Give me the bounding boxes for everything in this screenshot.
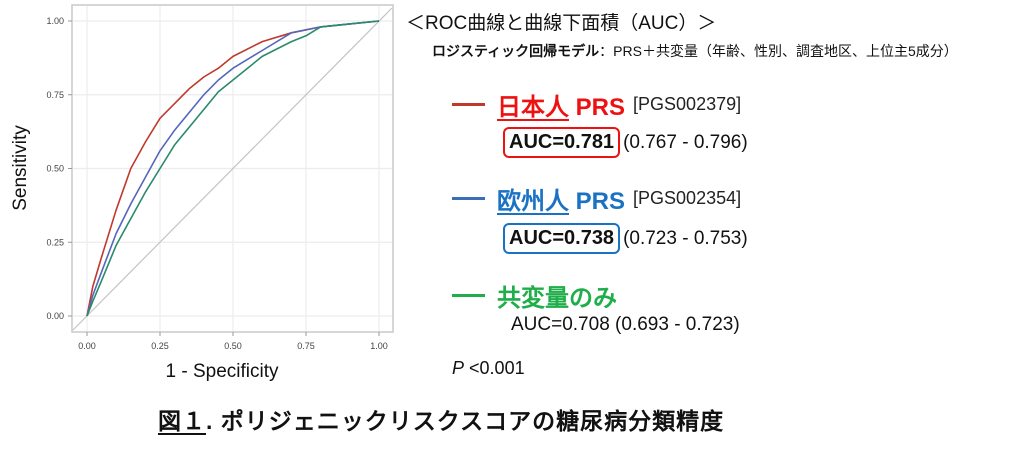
p-label: P (452, 358, 465, 378)
p-value: P <0.001 (452, 358, 525, 379)
legend-suffix: PRS (575, 94, 626, 121)
auc-ci: (0.723 - 0.753) (623, 227, 748, 249)
y-axis-label: Sensitivity (10, 125, 31, 211)
green-line-icon (452, 294, 485, 297)
model-subtitle: ロジスティック回帰モデル：PRS＋共変量（年齢、性別、調査地区、上位主5成分） (432, 41, 958, 61)
legend-suffix: PRS (575, 188, 626, 215)
legend-item-japanese-prs: 日本人 PRS [PGS002379] (452, 87, 741, 122)
roc-chart: 0.00 0.25 0.50 0.75 1.00 0.00 0.25 0.50 0.75 1.00… (10, 4, 394, 382)
roc-curve-3 (86, 20, 380, 317)
figure-number: 図１ (158, 408, 206, 434)
red-line-icon (452, 103, 485, 106)
x-tick-label: 1.00 (370, 341, 388, 351)
legend-code: [PGS002379] (633, 94, 742, 114)
model-covariates: ：PRS＋共変量（年齢、性別、調査地区、上位主5成分） (599, 43, 958, 59)
figure-caption-text: . ポリジェニックリスクスコアの糖尿病分類精度 (206, 408, 725, 434)
x-tick-label: 0.75 (297, 341, 315, 351)
x-tick-label: 0.50 (224, 341, 242, 351)
auc-japanese: AUC=0.781 (0.767 - 0.796) (503, 127, 748, 158)
legend-name: 欧州人 (497, 188, 569, 215)
p-value-text: <0.001 (469, 358, 525, 378)
figure-caption: 図１. ポリジェニックリスクスコアの糖尿病分類精度 (158, 402, 724, 436)
legend-item-european-prs: 欧州人 PRS [PGS002354] (452, 181, 741, 216)
roc-curve-2 (86, 20, 380, 317)
auc-value: AUC=0.781 (503, 127, 621, 158)
legend-code: [PGS002354] (633, 188, 742, 208)
y-tick-label: 1.00 (46, 16, 64, 26)
chart-title: ＜ROC曲線と曲線下面積（AUC）＞ (406, 13, 717, 34)
x-tick-label: 0.25 (151, 341, 169, 351)
y-tick-label: 0.50 (46, 164, 64, 174)
auc-value: AUC=0.708 (511, 314, 610, 335)
reference-diagonal (72, 7, 393, 331)
auc-ci: (0.693 - 0.723) (615, 314, 740, 335)
x-tick-label: 0.00 (78, 341, 96, 351)
model-name: ロジスティック回帰モデル (432, 43, 600, 59)
legend-name: 日本人 (497, 94, 569, 121)
auc-european: AUC=0.738 (0.723 - 0.753) (503, 223, 748, 254)
y-tick-label: 0.00 (46, 311, 64, 321)
auc-ci: (0.767 - 0.796) (623, 131, 748, 153)
blue-line-icon (452, 197, 485, 200)
auc-value: AUC=0.738 (503, 223, 621, 254)
auc-covariates: AUC=0.708 (0.693 - 0.723) (511, 314, 740, 336)
y-tick-label: 0.25 (46, 237, 64, 247)
x-axis-label: 1 - Specificity (166, 361, 279, 382)
legend-name: 共変量のみ (497, 285, 617, 312)
legend-item-covariates-only: 共変量のみ (452, 278, 617, 313)
y-tick-label: 0.75 (46, 90, 64, 100)
